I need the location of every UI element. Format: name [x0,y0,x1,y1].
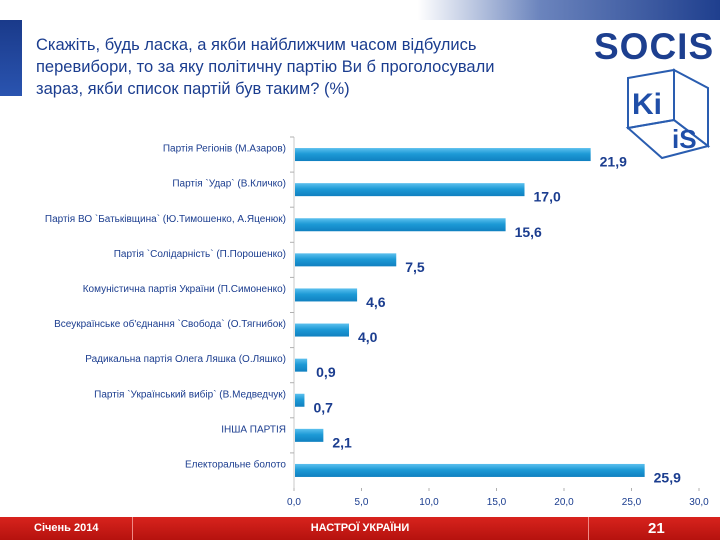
footer-section-title: НАСТРОЇ УКРАЇНИ [310,522,410,534]
x-tick-label: 5,0 [355,497,369,508]
footer-divider-left [132,517,133,540]
category-label: Партія ВО `Батьківщина` (Ю.Тимошенко, А.… [45,213,286,225]
category-label: Всеукраїнське об'єднання `Свобода` (О.Тя… [54,318,286,330]
kiis-logo-text-top: Ki [632,88,662,121]
data-label: 4,6 [366,294,386,310]
data-label: 4,0 [358,329,378,345]
bar [295,393,305,407]
footer-divider-right [588,517,589,540]
bar [295,218,506,232]
socis-logo: SOCIS [594,26,715,67]
bar [295,358,308,372]
bar [295,428,324,442]
bar [295,183,525,197]
kiis-logo: Ki iS [625,68,711,160]
data-label: 25,9 [654,469,681,485]
data-label: 2,1 [332,434,352,450]
kiis-cube-bottom-face [625,118,711,160]
footer-bar: Січень 2014 НАСТРОЇ УКРАЇНИ 21 [0,517,720,540]
kiis-logo-text-bottom: iS [672,124,697,154]
category-label: Партія `Солідарність` (П.Порошенко) [114,248,286,260]
bar [295,323,349,337]
bar [295,253,397,267]
category-label: Партія `Український вибір` (В.Медведчук) [94,388,286,400]
category-label: Партія `Удар` (В.Кличко) [172,178,286,190]
data-label: 17,0 [534,189,561,205]
title-accent-bar [0,20,22,96]
data-label: 0,9 [316,364,336,380]
x-tick-label: 20,0 [554,497,574,508]
footer-date: Січень 2014 [34,522,99,534]
bar [295,148,591,162]
data-label: 15,6 [515,224,542,240]
data-label: 0,7 [313,399,333,415]
x-tick-label: 25,0 [622,497,642,508]
x-tick-label: 10,0 [419,497,439,508]
category-label: Електоральне болото [185,458,286,470]
x-tick-label: 15,0 [487,497,507,508]
x-tick-label: 30,0 [689,497,709,508]
page-number: 21 [648,520,665,537]
data-label: 21,9 [600,154,627,170]
category-label: Партія Регіонів (М.Азаров) [163,144,286,155]
x-tick-label: 0,0 [287,497,301,508]
category-label: ІНША ПАРТІЯ [221,424,286,435]
party-preference-bar-chart: Партія Регіонів (М.Азаров) 21,9 Партія `Уд… [45,136,709,508]
top-banner [0,0,720,20]
category-label: Радикальна партія Олега Ляшка (О.Ляшко) [85,354,286,365]
data-label: 7,5 [405,259,425,275]
bar [295,288,358,302]
bar [295,463,645,477]
category-label: Комуністична партія України (П.Симоненко… [83,284,286,295]
slide-title: Скажіть, будь ласка, а якби найближчим ч… [36,36,495,98]
